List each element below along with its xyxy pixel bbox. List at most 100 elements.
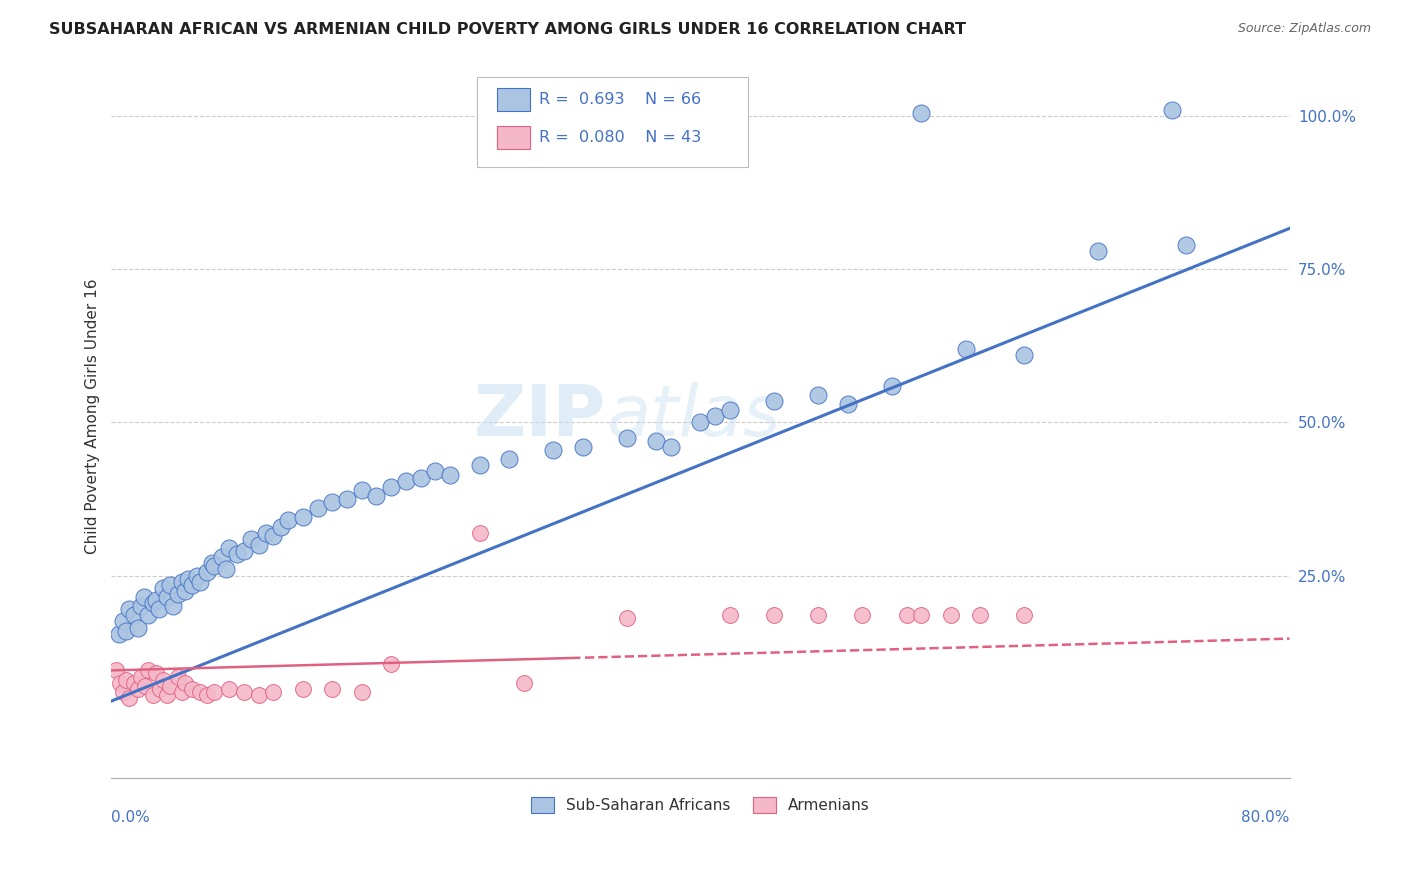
Point (380, 657, 402, 672)
Point (910, 608, 932, 623)
Point (225, 547, 247, 561)
Point (1160, 103, 1182, 118)
Point (233, 685, 256, 699)
Point (350, 685, 373, 699)
Point (704, 409, 727, 424)
Point (336, 491, 359, 506)
Point (129, 599, 152, 614)
Point (211, 550, 233, 565)
Point (307, 501, 329, 516)
Text: 80.0%: 80.0% (1241, 810, 1289, 825)
Point (321, 495, 343, 509)
Point (181, 681, 204, 696)
Point (350, 483, 373, 497)
Point (763, 608, 786, 623)
Point (291, 510, 314, 524)
Point (129, 669, 152, 683)
Point (177, 572, 200, 586)
Point (616, 611, 638, 625)
Point (659, 440, 682, 454)
Point (247, 538, 270, 552)
Point (172, 685, 194, 699)
Point (218, 681, 240, 696)
Point (162, 599, 184, 614)
Text: ZIP: ZIP (474, 382, 606, 450)
Point (395, 474, 418, 488)
Point (188, 574, 211, 589)
Point (181, 578, 204, 592)
Point (204, 559, 226, 574)
Point (291, 681, 314, 696)
FancyBboxPatch shape (496, 126, 530, 149)
Point (195, 566, 218, 580)
Text: Source: ZipAtlas.com: Source: ZipAtlas.com (1237, 22, 1371, 36)
Point (969, 608, 991, 623)
Point (152, 581, 174, 595)
Point (718, 608, 741, 623)
Point (122, 608, 145, 623)
Text: R =  0.693    N = 66: R = 0.693 N = 66 (538, 92, 702, 107)
Point (142, 596, 165, 610)
Point (254, 525, 277, 540)
Y-axis label: Child Poverty Among Girls Under 16: Child Poverty Among Girls Under 16 (86, 278, 100, 554)
Text: 0.0%: 0.0% (111, 810, 150, 825)
Point (880, 378, 903, 392)
Legend: Sub-Saharan Africans, Armenians: Sub-Saharan Africans, Armenians (523, 789, 877, 821)
Point (1014, 348, 1036, 362)
Point (200, 556, 222, 570)
Point (425, 465, 447, 479)
Point (110, 675, 132, 690)
Point (122, 675, 145, 690)
Point (807, 608, 830, 623)
Point (837, 397, 859, 411)
Point (142, 688, 165, 702)
Point (118, 690, 141, 705)
Point (118, 602, 141, 616)
Point (1087, 244, 1109, 258)
Point (262, 529, 284, 543)
Point (174, 583, 197, 598)
FancyBboxPatch shape (496, 87, 530, 111)
Point (136, 664, 159, 678)
Point (132, 590, 155, 604)
Point (513, 675, 536, 690)
Point (149, 681, 172, 696)
Point (159, 578, 181, 592)
Point (689, 416, 711, 430)
Point (247, 688, 270, 702)
Point (718, 403, 741, 417)
Point (896, 608, 918, 623)
Point (186, 568, 208, 582)
Point (174, 675, 197, 690)
Point (645, 434, 668, 448)
Point (104, 664, 127, 678)
Point (262, 685, 284, 699)
Point (541, 443, 564, 458)
Point (112, 685, 135, 699)
Point (159, 679, 181, 693)
Point (136, 608, 159, 623)
Text: SUBSAHARAN AFRICAN VS ARMENIAN CHILD POVERTY AMONG GIRLS UNDER 16 CORRELATION CH: SUBSAHARAN AFRICAN VS ARMENIAN CHILD POV… (49, 22, 966, 37)
Point (763, 394, 786, 409)
Point (409, 470, 432, 484)
Point (616, 431, 638, 445)
Point (172, 574, 194, 589)
FancyBboxPatch shape (477, 77, 748, 167)
Point (215, 562, 238, 576)
Point (112, 615, 135, 629)
Point (468, 458, 491, 473)
Point (156, 590, 179, 604)
Point (939, 608, 962, 623)
Point (148, 602, 170, 616)
Point (166, 669, 188, 683)
Point (115, 624, 138, 638)
Point (145, 666, 167, 681)
Point (380, 480, 402, 494)
Point (152, 673, 174, 687)
Text: R =  0.080    N = 43: R = 0.080 N = 43 (538, 130, 702, 145)
Point (240, 532, 263, 546)
Point (955, 342, 977, 356)
Point (571, 440, 593, 454)
Point (321, 681, 343, 696)
Point (107, 626, 129, 640)
